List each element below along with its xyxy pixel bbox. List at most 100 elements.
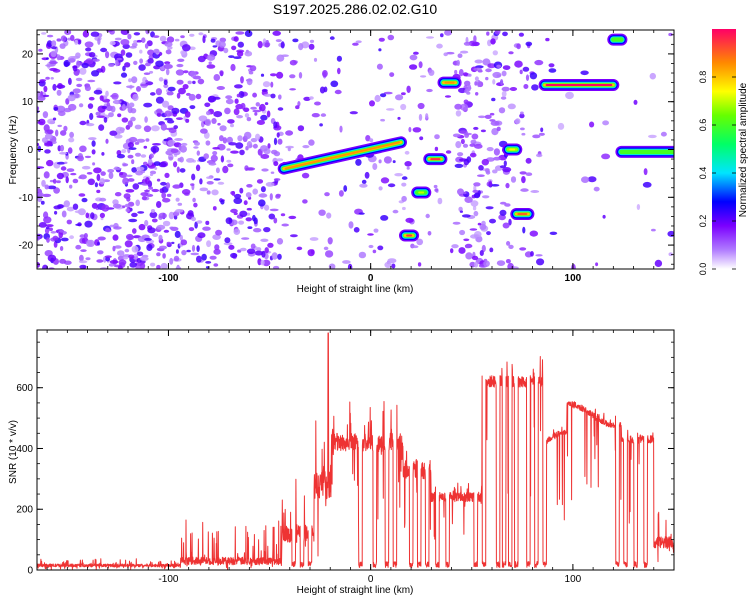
spectrogram-noise-blob — [285, 145, 294, 149]
spectrogram-noise-blob — [420, 75, 427, 78]
spectrogram-noise-blob — [508, 244, 514, 249]
spectrogram-noise-blob — [206, 110, 211, 116]
spectrogram-noise-blob — [131, 159, 135, 165]
spectrogram-noise-blob — [79, 234, 86, 238]
spectrogram-noise-blob — [212, 151, 218, 156]
spectrogram-noise-blob — [112, 245, 116, 252]
spectrogram-noise-blob — [93, 89, 103, 95]
spectrogram-noise-blob — [515, 118, 521, 125]
spectrogram-noise-blob — [52, 83, 57, 91]
spectrogram-noise-blob — [245, 217, 253, 222]
spectrogram-noise-blob — [109, 224, 115, 228]
spectrogram-noise-blob — [236, 115, 244, 119]
spectrogram-noise-blob — [433, 184, 438, 189]
spectrogram-noise-blob — [506, 241, 511, 246]
spectrogram-noise-blob — [359, 183, 368, 188]
spectrogram-noise-blob — [43, 124, 50, 132]
spectrogram-noise-blob — [466, 156, 472, 163]
spectrogram-noise-blob — [463, 99, 469, 104]
spectrogram-noise-blob — [112, 199, 119, 205]
colorbar-label: Normalized spectral amplitude — [738, 82, 749, 217]
spectrogram-noise-blob — [194, 221, 198, 229]
spectrogram-noise-blob — [277, 253, 282, 260]
spectrogram-noise-blob — [494, 30, 501, 35]
spectrogram-noise-blob — [195, 93, 202, 100]
spectrogram-noise-blob — [277, 107, 284, 111]
spectrogram-noise-blob — [176, 166, 180, 173]
spectrogram-noise-blob — [174, 230, 181, 238]
spectrogram-noise-blob — [383, 156, 392, 164]
spectrogram-noise-blob — [59, 229, 63, 233]
spectrogram-noise-blob — [479, 223, 487, 230]
spectrogram-noise-blob — [79, 264, 87, 269]
spectrogram-noise-blob — [74, 210, 84, 214]
spectrogram-noise-blob — [500, 79, 504, 85]
spectrogram-noise-blob — [434, 146, 439, 152]
spectrogram-noise-blob — [44, 149, 51, 154]
spectrogram-noise-blob — [92, 162, 96, 166]
spectrogram-noise-blob — [108, 112, 114, 118]
spectrogram-noise-blob — [194, 141, 200, 146]
spectrogram-noise-blob — [313, 57, 318, 62]
spectrogram-noise-blob — [85, 212, 90, 219]
spectrogram-noise-blob — [197, 55, 206, 63]
spectrogram-noise-blob — [44, 142, 53, 147]
spectrogram-noise-blob — [165, 49, 172, 55]
spectrogram-noise-blob — [128, 147, 137, 151]
spectrogram-noise-blob — [159, 188, 165, 194]
spectrogram-noise-blob — [56, 161, 66, 165]
spectrogram-noise-blob — [174, 38, 180, 42]
spectrogram-noise-blob — [633, 99, 638, 105]
spectrogram-noise-blob — [280, 41, 285, 49]
spectrogram-noise-blob — [219, 125, 227, 132]
spectrogram-noise-blob — [349, 111, 358, 115]
spectrogram-noise-blob — [401, 195, 407, 202]
spectrogram-noise-blob — [154, 167, 158, 170]
spectrogram-noise-blob — [498, 214, 506, 221]
spectrogram-noise-blob — [264, 42, 270, 48]
spectrogram-noise-blob — [529, 230, 538, 237]
spectrogram-noise-blob — [261, 88, 268, 92]
spectrogram-noise-blob — [77, 155, 84, 162]
spectrogram-noise-blob — [165, 182, 171, 189]
spectrogram-noise-blob — [190, 70, 197, 78]
spectrogram-noise-blob — [96, 173, 101, 182]
spectrogram-noise-blob — [474, 143, 483, 149]
spectrogram-noise-blob — [549, 231, 558, 235]
spectrogram-noise-blob — [434, 188, 439, 192]
spectrogram-noise-blob — [144, 237, 152, 241]
spectrogram-noise-blob — [496, 260, 506, 266]
x-tick-label: -100 — [158, 574, 178, 585]
spectrogram-noise-blob — [135, 170, 144, 176]
spectrogram-noise-blob — [532, 134, 541, 139]
spectrogram-noise-blob — [46, 159, 54, 167]
spectrogram-noise-blob — [126, 196, 131, 202]
spectrogram-noise-blob — [199, 187, 209, 192]
spectrogram-noise-blob — [101, 152, 105, 156]
spectrogram-noise-blob — [519, 247, 527, 251]
spectrogram-noise-blob — [90, 212, 95, 220]
spectrogram-noise-blob — [226, 148, 231, 151]
spectrogram-noise-blob — [181, 249, 187, 256]
spectrogram-noise-blob — [492, 169, 498, 174]
spectrogram-noise-blob — [160, 123, 167, 131]
spectrogram-noise-blob — [121, 117, 129, 123]
spectrogram-noise-blob — [171, 241, 175, 245]
spectrogram-noise-blob — [525, 41, 533, 47]
spectrogram-noise-blob — [492, 50, 498, 56]
spectrogram-noise-blob — [270, 81, 274, 88]
spectrogram-noise-blob — [290, 234, 298, 238]
spectrogram-noise-blob — [46, 237, 50, 243]
spectrogram-marks — [37, 30, 674, 269]
spectrogram-noise-blob — [233, 56, 242, 59]
spectrogram-noise-blob — [225, 98, 234, 105]
spectrogram-noise-blob — [380, 215, 389, 221]
spectrogram-noise-blob — [176, 92, 181, 99]
spectrogram-noise-blob — [267, 242, 274, 248]
spectrogram-noise-blob — [143, 145, 148, 149]
spectrogram-noise-blob — [522, 66, 530, 72]
spectrogram-noise-blob — [206, 64, 216, 69]
spectrogram-noise-blob — [434, 134, 440, 140]
spectrogram-noise-blob — [158, 234, 163, 241]
spectrogram-noise-blob — [122, 256, 129, 260]
